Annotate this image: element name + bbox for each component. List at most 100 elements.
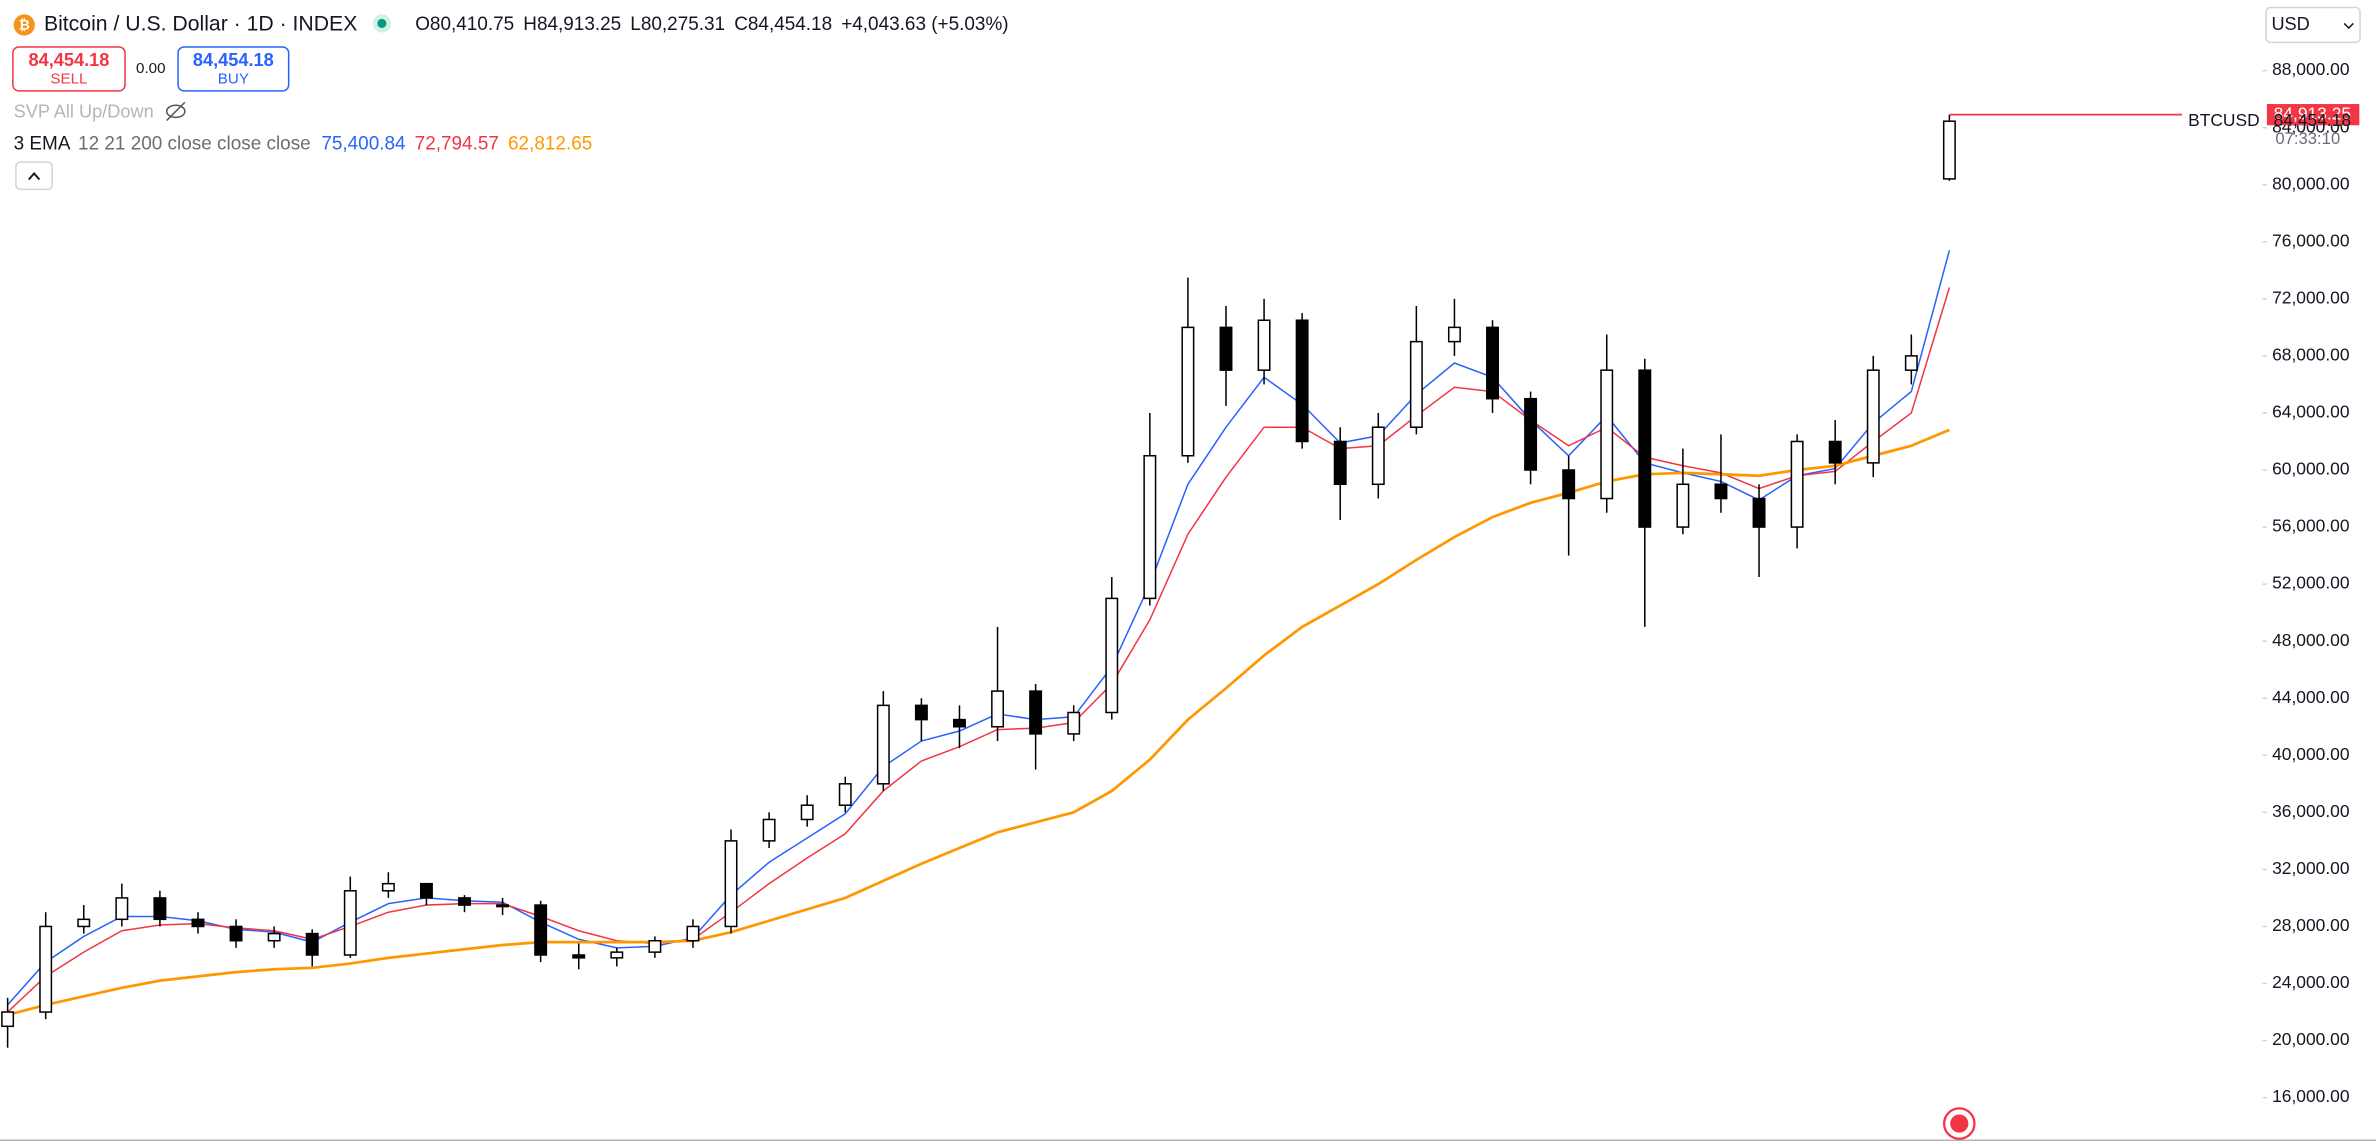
y-tick-label: 80,000.00 xyxy=(2272,173,2349,193)
y-tick-label: 24,000.00 xyxy=(2272,972,2349,992)
candle-body xyxy=(458,897,471,906)
y-tick-label: 76,000.00 xyxy=(2272,230,2349,250)
coin-icon xyxy=(13,14,35,36)
y-tick-label: 44,000.00 xyxy=(2272,687,2349,707)
candle-body xyxy=(1942,120,1956,180)
candle-body xyxy=(1143,454,1157,600)
candle-body xyxy=(572,954,586,959)
candle-body xyxy=(115,897,129,921)
candle-body xyxy=(267,932,281,942)
eye-slash[interactable] xyxy=(166,101,186,121)
candle-body xyxy=(1638,369,1652,528)
candle-body xyxy=(191,918,205,928)
candle-body xyxy=(1866,369,1880,464)
spread: 0.00 xyxy=(136,60,165,77)
symbol-title: Bitcoin / U.S. Dollar · 1D · INDEX xyxy=(44,13,357,36)
high-tag-bg xyxy=(2266,104,2360,126)
ema-value: 62,812.65 xyxy=(508,134,592,155)
high-tag: 84,913.25 xyxy=(2274,103,2351,123)
eye[interactable] xyxy=(165,104,186,119)
symbol-tag: BTCUSD xyxy=(2188,110,2260,130)
y-tick-label: 16,000.00 xyxy=(2272,1086,2349,1106)
h-key: H xyxy=(523,14,537,35)
c-key: C xyxy=(734,14,748,35)
candle-body xyxy=(1409,340,1423,428)
candle-body xyxy=(762,818,776,842)
currency-select[interactable]: USD xyxy=(2265,6,2361,44)
candle-body xyxy=(1486,326,1499,400)
y-tick-label: 36,000.00 xyxy=(2272,801,2349,821)
c-value: 84,454.18 xyxy=(748,14,832,35)
candle-body xyxy=(914,704,928,721)
candle-body xyxy=(1790,440,1804,528)
ema-name: 3 EMA xyxy=(14,134,71,155)
ohlc: O80,410.75 H84,913.25 L80,275.31 C84,454.18… xyxy=(415,14,1008,35)
candle-body xyxy=(838,783,852,806)
l-value: 80,275.31 xyxy=(641,14,725,35)
status-dot xyxy=(377,18,387,29)
chevron[interactable] xyxy=(28,171,41,181)
l-key: L xyxy=(630,14,641,35)
y-tick-label: 56,000.00 xyxy=(2272,516,2349,536)
hide-icon[interactable] xyxy=(165,101,186,121)
select-arrow[interactable] xyxy=(2343,22,2354,30)
o-value: 80,410.75 xyxy=(430,14,514,35)
y-tick-label: 40,000.00 xyxy=(2272,744,2349,764)
sell-button[interactable]: 84,454.18 SELL xyxy=(12,46,126,92)
y-tick-label: 20,000.00 xyxy=(2272,1029,2349,1049)
ema-value: 72,794.57 xyxy=(415,134,499,155)
candle-body xyxy=(496,904,510,908)
candle-body xyxy=(1295,319,1309,443)
candle-body xyxy=(229,925,243,942)
buy-box[interactable] xyxy=(177,46,290,92)
collapse-box[interactable] xyxy=(15,161,54,191)
candle-body xyxy=(1524,397,1538,471)
candle-body xyxy=(1105,597,1119,714)
candle-body xyxy=(39,925,53,1013)
collapse-button[interactable] xyxy=(15,161,54,191)
y-tick-label: 72,000.00 xyxy=(2272,287,2349,307)
y-tick-label: 28,000.00 xyxy=(2272,915,2349,935)
y-tick-label: 52,000.00 xyxy=(2272,573,2349,593)
buy-label[interactable]: BUY xyxy=(218,71,249,88)
last-tag: 84,454.18 xyxy=(2274,110,2351,130)
candle-body xyxy=(648,939,662,953)
buy-price[interactable]: 84,454.18 xyxy=(193,50,274,70)
candle-body xyxy=(1447,326,1461,343)
candle-body xyxy=(800,804,814,821)
candle-body xyxy=(1828,440,1842,464)
sell-box[interactable] xyxy=(12,46,126,92)
candle-body xyxy=(1600,369,1614,500)
candle-body xyxy=(1181,326,1195,457)
candle-body xyxy=(991,690,1005,728)
candle-body xyxy=(1371,426,1385,486)
event-flag-fill[interactable] xyxy=(1950,1114,1969,1133)
candle-body xyxy=(419,882,433,899)
ema-params: 12 21 200 close close close xyxy=(78,134,311,155)
candle-body xyxy=(724,840,738,928)
y-tick-label: 64,000.00 xyxy=(2272,402,2349,422)
currency-label[interactable]: USD xyxy=(2271,14,2309,34)
ema-value: 75,400.84 xyxy=(321,134,405,155)
sell-label[interactable]: SELL xyxy=(50,71,87,88)
sell-price[interactable]: 84,454.18 xyxy=(29,50,110,70)
candle-body xyxy=(1752,497,1766,528)
candle-body xyxy=(1904,355,1918,371)
candle-body xyxy=(953,718,966,728)
ema-line xyxy=(7,287,1951,1013)
currency-box[interactable] xyxy=(2265,6,2361,44)
svp-label: SVP All Up/Down xyxy=(14,102,154,122)
candle-body xyxy=(610,951,624,959)
candle-body xyxy=(305,932,319,956)
candle-body xyxy=(686,925,700,942)
y-tick-label: 60,000.00 xyxy=(2272,459,2349,479)
candle-body xyxy=(1562,469,1576,500)
buy-button[interactable]: 84,454.18 BUY xyxy=(177,46,290,92)
candle-body xyxy=(1,1011,15,1028)
h-value: 84,913.25 xyxy=(537,14,621,35)
candle-body xyxy=(153,897,167,921)
plot: 16,000.00 20,000.00 24,000.00 28,000.00 32,0… xyxy=(1,59,2360,1106)
